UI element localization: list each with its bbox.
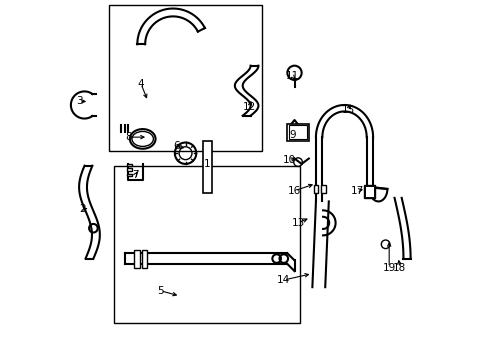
Bar <box>288 125 306 139</box>
Text: 6: 6 <box>173 141 180 151</box>
Bar <box>313 185 318 193</box>
Bar <box>114 166 299 323</box>
Bar <box>287 123 308 141</box>
Text: 2: 2 <box>80 203 86 213</box>
Text: 16: 16 <box>287 186 301 196</box>
Text: 18: 18 <box>392 262 406 273</box>
Text: 17: 17 <box>350 186 363 196</box>
Text: 10: 10 <box>282 156 295 165</box>
Bar <box>321 185 325 193</box>
Text: 7: 7 <box>132 170 139 180</box>
Bar <box>134 250 140 267</box>
Text: 9: 9 <box>289 130 295 140</box>
Text: 4: 4 <box>137 78 144 89</box>
Bar <box>126 168 132 171</box>
Bar <box>108 5 262 152</box>
Text: 1: 1 <box>203 159 210 169</box>
Text: 3: 3 <box>76 96 82 107</box>
Text: 12: 12 <box>243 102 256 112</box>
Text: 15: 15 <box>341 105 354 115</box>
Text: 13: 13 <box>291 218 304 228</box>
Bar <box>126 163 132 166</box>
Text: 8: 8 <box>125 132 131 142</box>
Bar <box>364 185 374 198</box>
Bar <box>203 141 212 193</box>
Bar <box>126 174 132 176</box>
Bar <box>142 250 147 267</box>
Bar <box>365 186 373 197</box>
Text: 5: 5 <box>157 286 163 296</box>
Text: 11: 11 <box>285 71 299 81</box>
Text: 19: 19 <box>382 262 395 273</box>
Text: 14: 14 <box>277 275 290 285</box>
